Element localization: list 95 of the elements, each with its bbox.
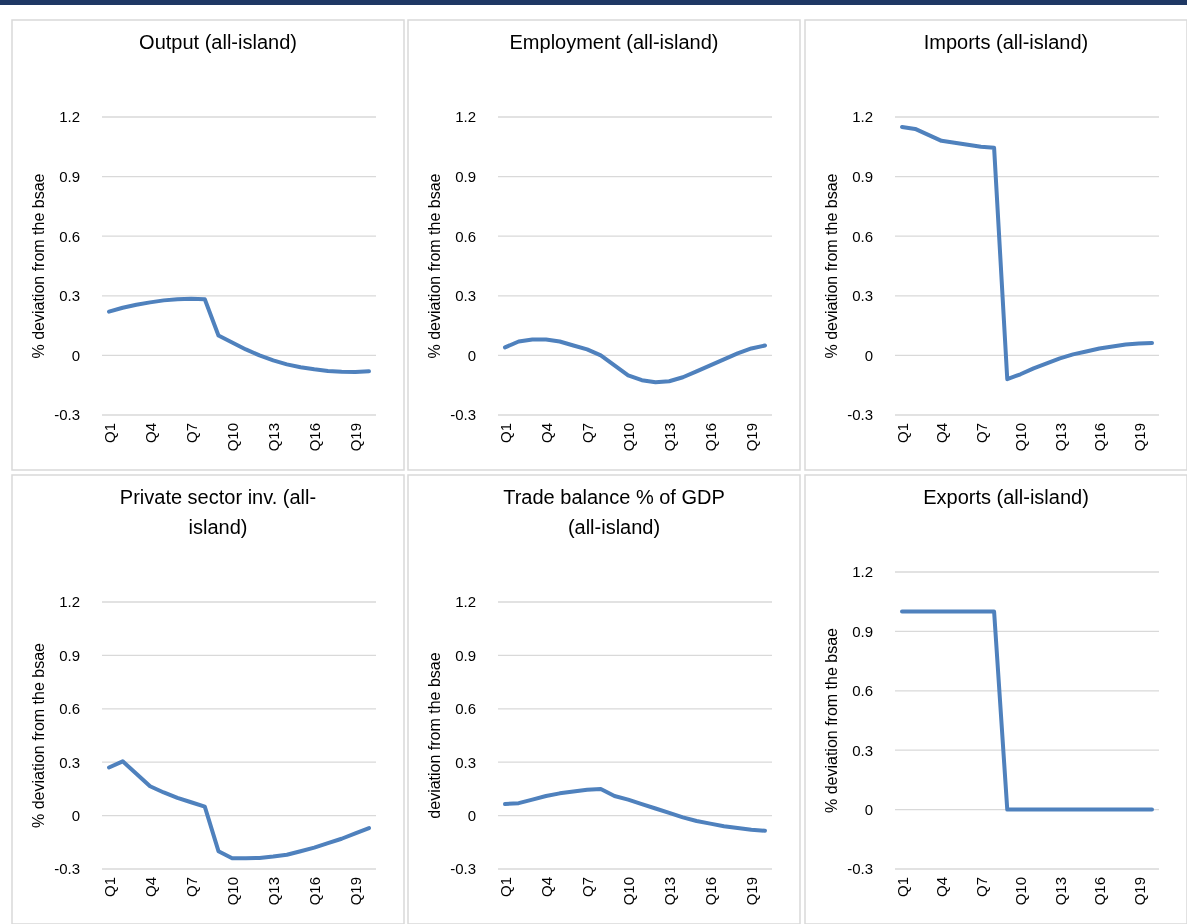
y-axis-title: % deviation from the bsae <box>823 627 840 813</box>
y-tick-label: 0.9 <box>852 622 873 640</box>
y-axis-title: % deviation from the bsae <box>426 173 443 359</box>
chart-title: Employment (all-island) <box>509 31 719 53</box>
x-tick-label: Q13 <box>264 877 282 906</box>
x-tick-label: Q10 <box>619 877 637 906</box>
y-tick-label: 0.3 <box>852 741 873 759</box>
y-tick-label: 0.9 <box>852 167 873 185</box>
x-tick-label: Q4 <box>141 423 159 444</box>
x-tick-label: Q19 <box>743 423 761 452</box>
line-series <box>107 759 371 861</box>
x-tick-label: Q16 <box>702 877 720 906</box>
x-tick-label: Q1 <box>496 877 514 898</box>
x-tick-label: Q1 <box>100 423 118 444</box>
x-tick-label: Q16 <box>306 423 324 452</box>
x-tick-label: Q7 <box>182 877 200 898</box>
x-tick-label: Q13 <box>1051 423 1069 452</box>
chart-title: Private sector inv. (all-island) <box>119 486 317 538</box>
line-series <box>107 296 371 374</box>
y-tick-label: 1.2 <box>852 563 873 581</box>
y-tick-label: 1.2 <box>852 108 873 126</box>
x-tick-label: Q19 <box>347 877 365 906</box>
x-tick-label: Q10 <box>1012 877 1030 906</box>
y-tick-label: 0 <box>467 806 476 824</box>
y-axis-title: deviation from the bsae <box>426 652 443 819</box>
y-tick-label: 0 <box>71 806 80 824</box>
x-tick-label: Q16 <box>306 877 324 906</box>
y-tick-label: 0.9 <box>59 646 80 664</box>
x-tick-label: Q10 <box>619 423 637 452</box>
x-tick-label: Q16 <box>1091 423 1109 452</box>
line-series <box>503 786 767 833</box>
y-tick-label: 0.6 <box>59 700 80 718</box>
y-tick-label: 0.3 <box>59 753 80 771</box>
x-tick-label: Q13 <box>660 877 678 906</box>
y-tick-label: 0 <box>71 346 80 364</box>
y-tick-label: 1.2 <box>59 593 80 611</box>
y-tick-label: 1.2 <box>59 108 80 126</box>
x-tick-label: Q4 <box>141 877 159 898</box>
x-tick-label: Q4 <box>537 877 555 898</box>
y-tick-label: -0.3 <box>54 860 80 878</box>
x-tick-label: Q4 <box>537 423 555 444</box>
y-tick-label: 1.2 <box>455 593 476 611</box>
y-tick-label: 0.6 <box>852 682 873 700</box>
y-tick-label: 0.9 <box>455 646 476 664</box>
y-axis-title: % deviation from the bsae <box>823 173 840 359</box>
x-tick-label: Q7 <box>182 423 200 444</box>
x-tick-label: Q13 <box>660 423 678 452</box>
y-tick-label: 0 <box>467 346 476 364</box>
x-tick-label: Q4 <box>933 423 951 444</box>
chart-title: Trade balance % of GDP (all-island) <box>503 486 725 538</box>
x-tick-label: Q7 <box>578 877 596 898</box>
y-tick-label: 0.6 <box>455 227 476 245</box>
x-tick-label: Q1 <box>496 423 514 444</box>
x-tick-label: Q7 <box>578 423 596 444</box>
chart-title: Imports (all-island) <box>923 31 1089 53</box>
y-tick-label: -0.3 <box>450 406 476 424</box>
x-tick-label: Q16 <box>702 423 720 452</box>
y-axis-title: % deviation from the bsae <box>30 173 47 359</box>
x-tick-label: Q13 <box>264 423 282 452</box>
y-tick-label: 0.6 <box>852 227 873 245</box>
x-tick-label: Q4 <box>933 877 951 898</box>
x-tick-label: Q10 <box>223 423 241 452</box>
chart-title: Exports (all-island) <box>923 486 1089 508</box>
x-tick-label: Q1 <box>893 423 911 444</box>
chart-title: Output (all-island) <box>139 31 297 53</box>
y-tick-label: -0.3 <box>450 860 476 878</box>
y-tick-label: -0.3 <box>847 860 873 878</box>
x-tick-label: Q19 <box>1130 877 1148 906</box>
x-tick-label: Q13 <box>1051 877 1069 906</box>
x-tick-label: Q7 <box>972 423 990 444</box>
x-tick-label: Q19 <box>1130 423 1148 452</box>
x-tick-label: Q7 <box>972 877 990 898</box>
y-tick-label: 0.3 <box>455 753 476 771</box>
y-tick-label: 0 <box>864 346 873 364</box>
x-tick-label: Q1 <box>893 877 911 898</box>
line-series <box>900 124 1154 382</box>
y-tick-label: 1.2 <box>455 108 476 126</box>
x-tick-label: Q10 <box>1012 423 1030 452</box>
y-tick-label: 0.3 <box>455 287 476 305</box>
y-tick-label: 0.9 <box>59 167 80 185</box>
y-tick-label: 0 <box>864 800 873 818</box>
x-tick-label: Q10 <box>223 877 241 906</box>
x-tick-label: Q1 <box>100 877 118 898</box>
y-axis-title: % deviation from the bsae <box>30 642 47 828</box>
y-tick-label: 0.6 <box>455 700 476 718</box>
x-tick-label: Q19 <box>743 877 761 906</box>
x-tick-label: Q16 <box>1091 877 1109 906</box>
y-tick-label: -0.3 <box>847 406 873 424</box>
y-tick-label: 0.9 <box>455 167 476 185</box>
y-tick-label: 0.3 <box>59 287 80 305</box>
y-tick-label: 0.6 <box>59 227 80 245</box>
x-tick-label: Q19 <box>347 423 365 452</box>
y-tick-label: 0.3 <box>852 287 873 305</box>
line-series <box>503 337 767 385</box>
y-tick-label: -0.3 <box>54 406 80 424</box>
